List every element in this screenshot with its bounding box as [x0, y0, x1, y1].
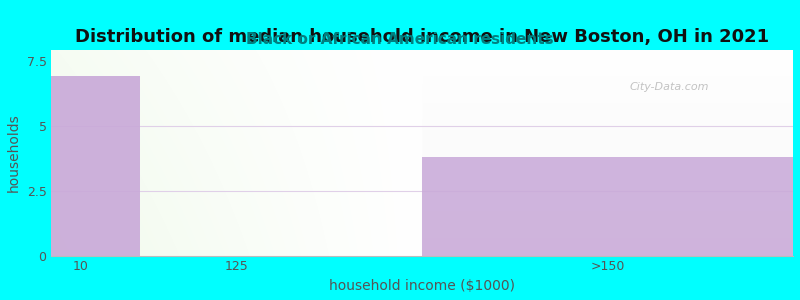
Title: Distribution of median household income in New Boston, OH in 2021: Distribution of median household income … [75, 28, 770, 46]
Y-axis label: households: households [7, 114, 21, 192]
X-axis label: household income ($1000): household income ($1000) [330, 279, 515, 293]
Bar [51, 76, 140, 256]
Bar [422, 157, 793, 256]
Text: City-Data.com: City-Data.com [630, 82, 710, 92]
Text: Black or African American residents: Black or African American residents [246, 32, 554, 46]
